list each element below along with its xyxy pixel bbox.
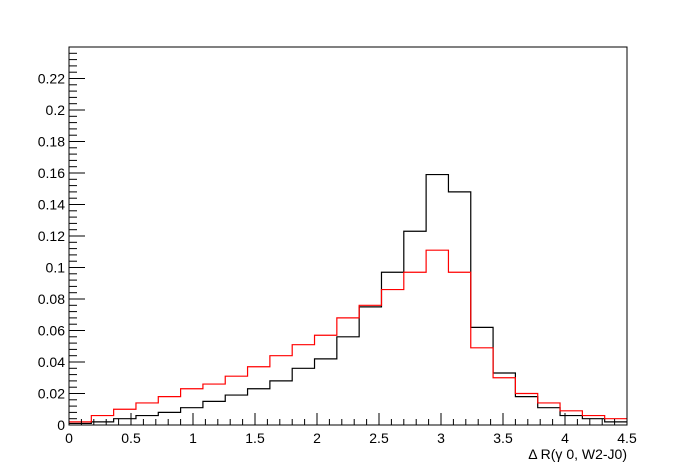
- y-tick-label: 0.2: [46, 102, 66, 118]
- series-0-line: [69, 173, 627, 425]
- x-tick-label: 2.5: [369, 430, 389, 446]
- y-tick-label: 0.18: [38, 134, 65, 150]
- x-axis-title: Δ R(γ 0, W2-J0): [528, 446, 627, 462]
- y-tick-label: 0: [57, 417, 65, 433]
- x-tick-label: 0: [65, 430, 73, 446]
- y-tick-label: 0.16: [38, 165, 65, 181]
- x-tick-label: 4: [561, 430, 569, 446]
- y-tick-label: 0.06: [38, 323, 65, 339]
- y-tick-label: 0.04: [38, 354, 65, 370]
- series-layer: [69, 173, 627, 425]
- x-tick-label: 3.5: [493, 430, 513, 446]
- x-tick-label: 1.5: [245, 430, 265, 446]
- x-tick-label: 0.5: [121, 430, 141, 446]
- y-tick-label: 0.12: [38, 228, 65, 244]
- y-tick-label: 0.02: [38, 386, 65, 402]
- y-axis: 0 0.02 0.04 0.06 0.08 0.1 0.12 0.14 0.16 0.18 0.2 0…: [38, 52, 85, 433]
- y-tick-label: 0.08: [38, 291, 65, 307]
- y-tick-label: 0.14: [38, 197, 65, 213]
- plot-frame: [68, 46, 628, 426]
- x-axis: 0 0.5 1 1.5 2 2.5 3 3.5 4 4.5: [65, 413, 637, 446]
- y-tick-label: 0.22: [38, 71, 65, 87]
- x-tick-label: 4.5: [617, 430, 637, 446]
- x-tick-label: 3: [437, 430, 445, 446]
- x-tick-label: 2: [313, 430, 321, 446]
- y-tick-label: 0.1: [46, 260, 66, 276]
- x-tick-label: 1: [189, 430, 197, 446]
- series-1-line: [69, 249, 627, 423]
